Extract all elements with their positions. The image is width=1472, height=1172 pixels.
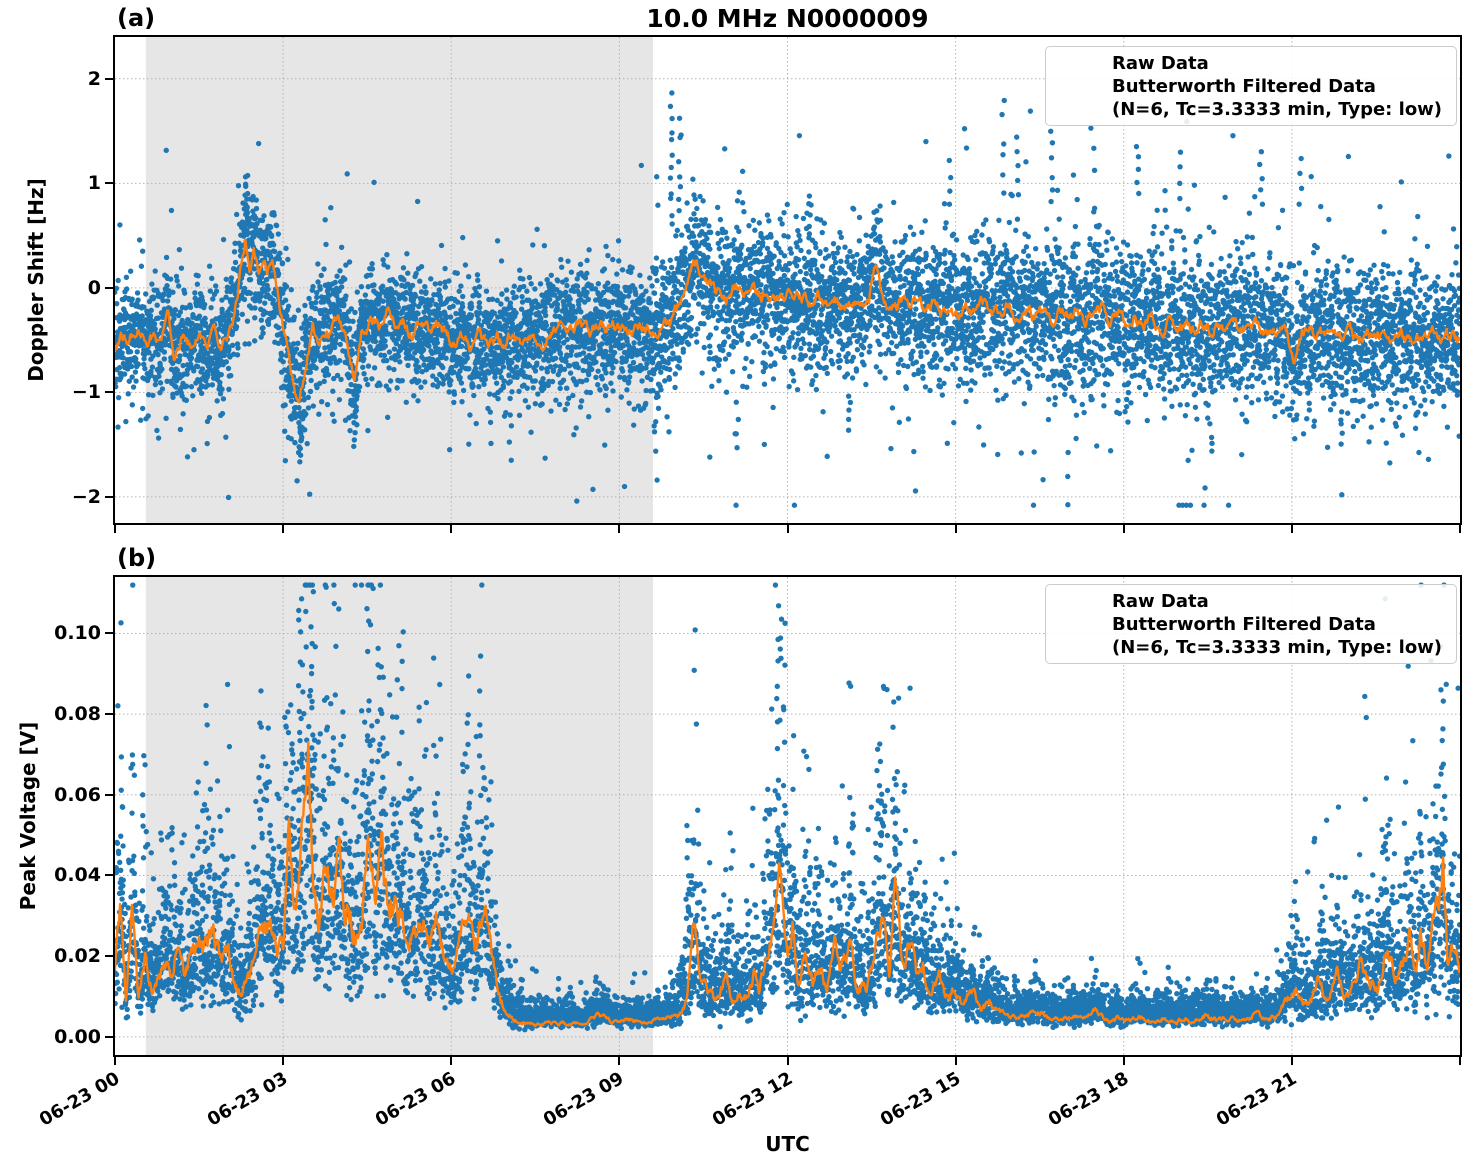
- x-tick-mark: [1459, 1056, 1461, 1065]
- x-tick-mark: [1290, 1056, 1293, 1065]
- y-tick-label: 0: [87, 276, 101, 299]
- x-tick-mark: [1290, 524, 1293, 533]
- x-tick-label: 06-23 00: [36, 1068, 124, 1131]
- x-tick-mark: [114, 524, 116, 533]
- y-tick-label: −1: [71, 381, 101, 404]
- y-tick-label: 0.00: [54, 1025, 101, 1048]
- panel-a-y-axis-label: Doppler Shift [Hz]: [24, 178, 48, 382]
- x-tick-mark: [954, 524, 957, 533]
- x-tick-mark: [618, 524, 621, 533]
- legend-raw-data-label: Raw Data: [1112, 53, 1209, 74]
- x-tick-mark: [954, 1056, 957, 1065]
- y-tick-mark: [105, 495, 114, 498]
- x-tick-label: 06-23 06: [372, 1068, 460, 1131]
- x-tick-mark: [282, 1056, 285, 1065]
- legend-raw-data-label: Raw Data: [1112, 591, 1209, 612]
- y-tick-mark: [105, 182, 114, 185]
- x-axis-label: UTC: [765, 1132, 810, 1156]
- x-tick-label: 06-23 18: [1044, 1068, 1133, 1131]
- filtered-line-marker-icon: [1060, 86, 1106, 89]
- y-tick-mark: [105, 713, 114, 716]
- legend-filtered-label-line1: Butterworth Filtered Data: [1112, 614, 1376, 635]
- y-tick-mark: [105, 632, 114, 635]
- x-tick-label: 06-23 09: [540, 1068, 628, 1131]
- x-tick-mark: [450, 524, 453, 533]
- panel-b-legend: Raw Data Butterworth Filtered Data (N=6, …: [1045, 584, 1457, 664]
- x-tick-label: 06-23 21: [1212, 1068, 1301, 1131]
- x-tick-mark: [282, 524, 285, 533]
- x-tick-label: 06-23 12: [708, 1068, 796, 1131]
- panel-a-legend: Raw Data Butterworth Filtered Data (N=6, …: [1045, 46, 1457, 126]
- x-tick-mark: [450, 1056, 453, 1065]
- legend-filtered-label-line2: (N=6, Tc=3.3333 min, Type: low): [1112, 99, 1443, 120]
- y-tick-label: 0.10: [54, 622, 101, 645]
- legend-filtered-label: Butterworth Filtered Data (N=6, Tc=3.3333…: [1112, 75, 1442, 121]
- y-tick-mark: [105, 793, 114, 796]
- y-tick-mark: [105, 391, 114, 394]
- x-tick-mark: [618, 1056, 621, 1065]
- y-tick-mark: [105, 1035, 114, 1038]
- y-tick-label: 0.04: [54, 864, 101, 887]
- legend-filtered-label: Butterworth Filtered Data (N=6, Tc=3.3333…: [1112, 613, 1442, 659]
- y-tick-label: 2: [87, 67, 101, 90]
- x-tick-mark: [1122, 524, 1125, 533]
- x-tick-mark: [1122, 1056, 1125, 1065]
- x-tick-mark: [786, 1056, 789, 1065]
- x-tick-label: 06-23 15: [876, 1068, 965, 1131]
- y-tick-label: −2: [71, 485, 101, 508]
- legend-filtered-label-line2: (N=6, Tc=3.3333 min, Type: low): [1112, 637, 1443, 658]
- legend-filtered-label-line1: Butterworth Filtered Data: [1112, 76, 1376, 97]
- y-tick-label: 0.06: [54, 783, 101, 806]
- y-tick-label: 0.02: [54, 945, 101, 968]
- panel-b-label: (b): [117, 544, 157, 572]
- figure-title: 10.0 MHz N0000009: [646, 4, 929, 33]
- x-tick-mark: [114, 1056, 116, 1065]
- y-tick-mark: [105, 874, 114, 877]
- filtered-line-marker-icon: [1060, 624, 1106, 627]
- x-tick-mark: [786, 524, 789, 533]
- y-tick-mark: [105, 286, 114, 289]
- panel-b-y-axis-label: Peak Voltage [V]: [16, 721, 40, 911]
- raw-data-marker-icon: [1079, 59, 1088, 68]
- y-tick-mark: [105, 955, 114, 958]
- x-tick-label: 06-23 03: [204, 1068, 292, 1131]
- panel-a-label: (a): [117, 4, 156, 32]
- y-tick-label: 1: [87, 172, 101, 195]
- y-tick-label: 0.08: [54, 703, 101, 726]
- raw-data-marker-icon: [1079, 597, 1088, 606]
- x-tick-mark: [1459, 524, 1461, 533]
- y-tick-mark: [105, 77, 114, 80]
